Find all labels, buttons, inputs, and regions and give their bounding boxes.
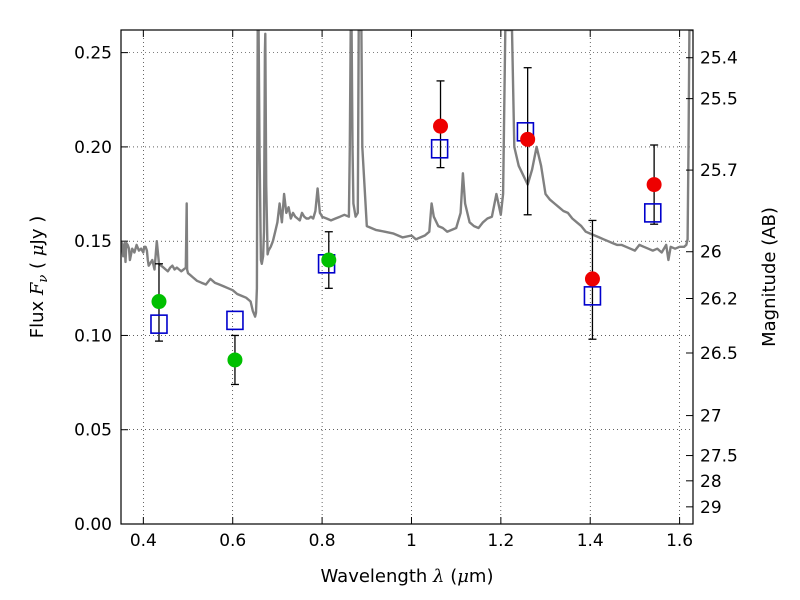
plot-frame [120, 29, 694, 525]
x-tick-label: 0.4 [130, 531, 157, 551]
photometry-point [151, 294, 167, 310]
right-tick-label: 26 [700, 243, 722, 263]
photometry-point [227, 352, 243, 368]
right-tick-label: 28 [700, 472, 722, 492]
y-tick-label: 0.15 [74, 232, 112, 252]
right-tick-label: 25.5 [700, 90, 738, 110]
y-axis-title: Flux Fν ( μJy ) [27, 216, 51, 338]
data-layer [121, 30, 693, 386]
y-tick-label: 0.00 [74, 515, 112, 535]
model-square-marker [150, 314, 168, 334]
y-tick-label: 0.10 [74, 326, 112, 346]
ticks: 0.4 0.6 0.8 1 1.2 1.4 1.6 0.00 0.05 0.10 0.15 0.20 0… [74, 30, 738, 551]
right-tick-label: 25.4 [700, 49, 738, 69]
model-square-marker [583, 286, 602, 306]
x-tick-label: 1 [406, 531, 417, 551]
y-tick-label: 0.05 [74, 421, 112, 441]
right-tick-label: 29 [700, 498, 722, 518]
model-square-marker [430, 138, 449, 159]
x-tick-label: 0.6 [219, 531, 246, 551]
spectrum-line [121, 30, 693, 318]
photometry-point [321, 252, 337, 268]
photometry-point [433, 118, 449, 134]
photometry-point [584, 271, 600, 287]
right-tick-label: 25.7 [700, 161, 738, 181]
y-tick-label: 0.25 [74, 44, 112, 64]
right-tick-label: 27.5 [700, 447, 738, 467]
x-tick-label: 0.8 [309, 531, 336, 551]
plot-background [121, 30, 693, 524]
right-tick-label: 26.5 [700, 344, 738, 364]
x-tick-label: 1.2 [487, 531, 514, 551]
photometry-point [646, 177, 662, 193]
x-tick-label: 1.6 [666, 531, 693, 551]
model-square-marker [643, 203, 662, 223]
x-tick-label: 1.4 [577, 531, 604, 551]
photometry-point [520, 131, 536, 147]
y-tick-label: 0.20 [74, 138, 112, 158]
model-square-marker [226, 310, 244, 331]
right-tick-label: 27 [700, 407, 722, 427]
right-tick-label: 26.2 [700, 289, 738, 309]
right-axis-title: Magnitude (AB) [759, 207, 780, 347]
x-axis-title: Wavelength λ (μm) [321, 566, 494, 587]
